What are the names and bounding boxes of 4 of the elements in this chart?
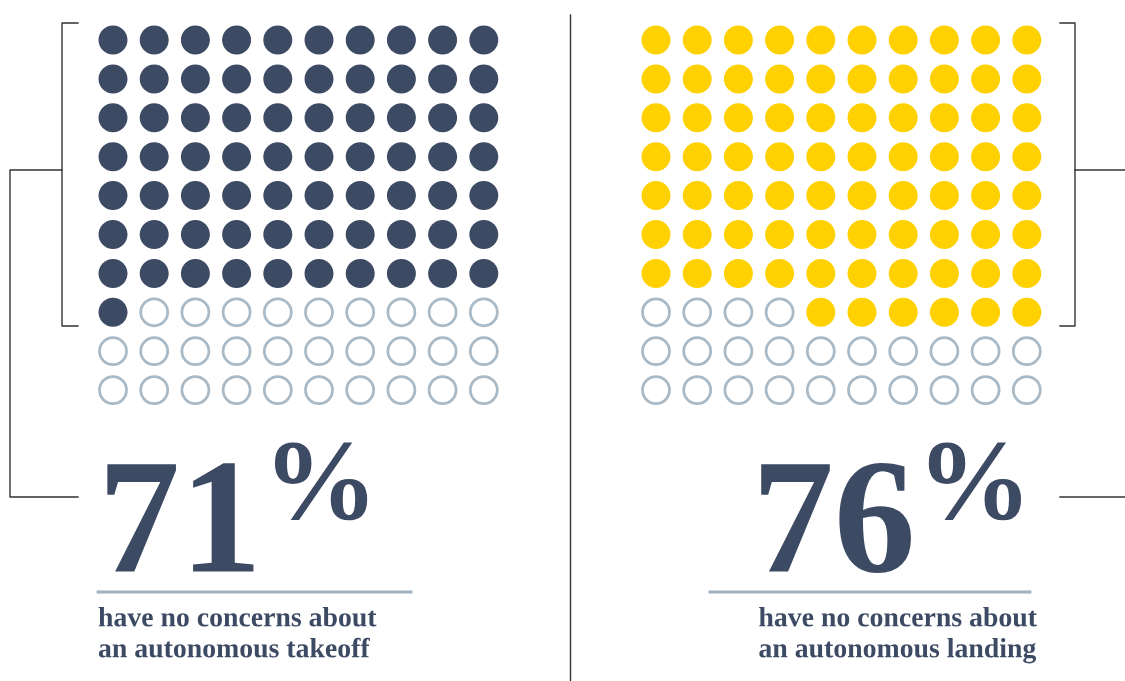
data-label: 71$^{%}$ — [107, 442, 368, 572]
text: have no concerns about an autonomous landing — [759, 607, 1037, 664]
text: have no concerns about an autonomous takeoff — [98, 607, 377, 658]
data-label: 76$^{%}$ — [761, 442, 1022, 574]
